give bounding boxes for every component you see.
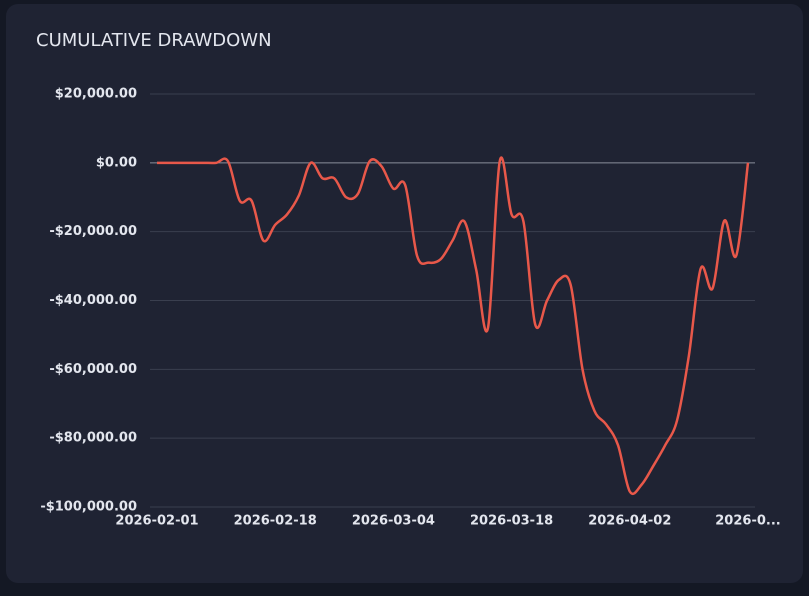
x-tick-label: 2026-03-18: [470, 514, 553, 529]
x-tick-label: 2026-02-18: [234, 514, 317, 529]
x-tick-label: 2026-0...: [715, 514, 780, 529]
y-tick-label: -$20,000.00: [49, 224, 137, 239]
y-tick-label: $0.00: [96, 155, 137, 170]
y-tick-label: -$80,000.00: [49, 431, 137, 446]
y-tick-label: $20,000.00: [55, 87, 137, 102]
y-tick-label: -$100,000.00: [40, 500, 137, 515]
x-tick-label: 2026-03-04: [352, 514, 435, 529]
chart-title: CUMULATIVE DRAWDOWN: [36, 30, 272, 51]
y-tick-label: -$40,000.00: [49, 293, 137, 308]
x-tick-label: 2026-04-02: [588, 514, 671, 529]
y-tick-label: -$60,000.00: [49, 362, 137, 377]
x-tick-label: 2026-02-01: [115, 514, 198, 529]
line: [157, 156, 750, 496]
